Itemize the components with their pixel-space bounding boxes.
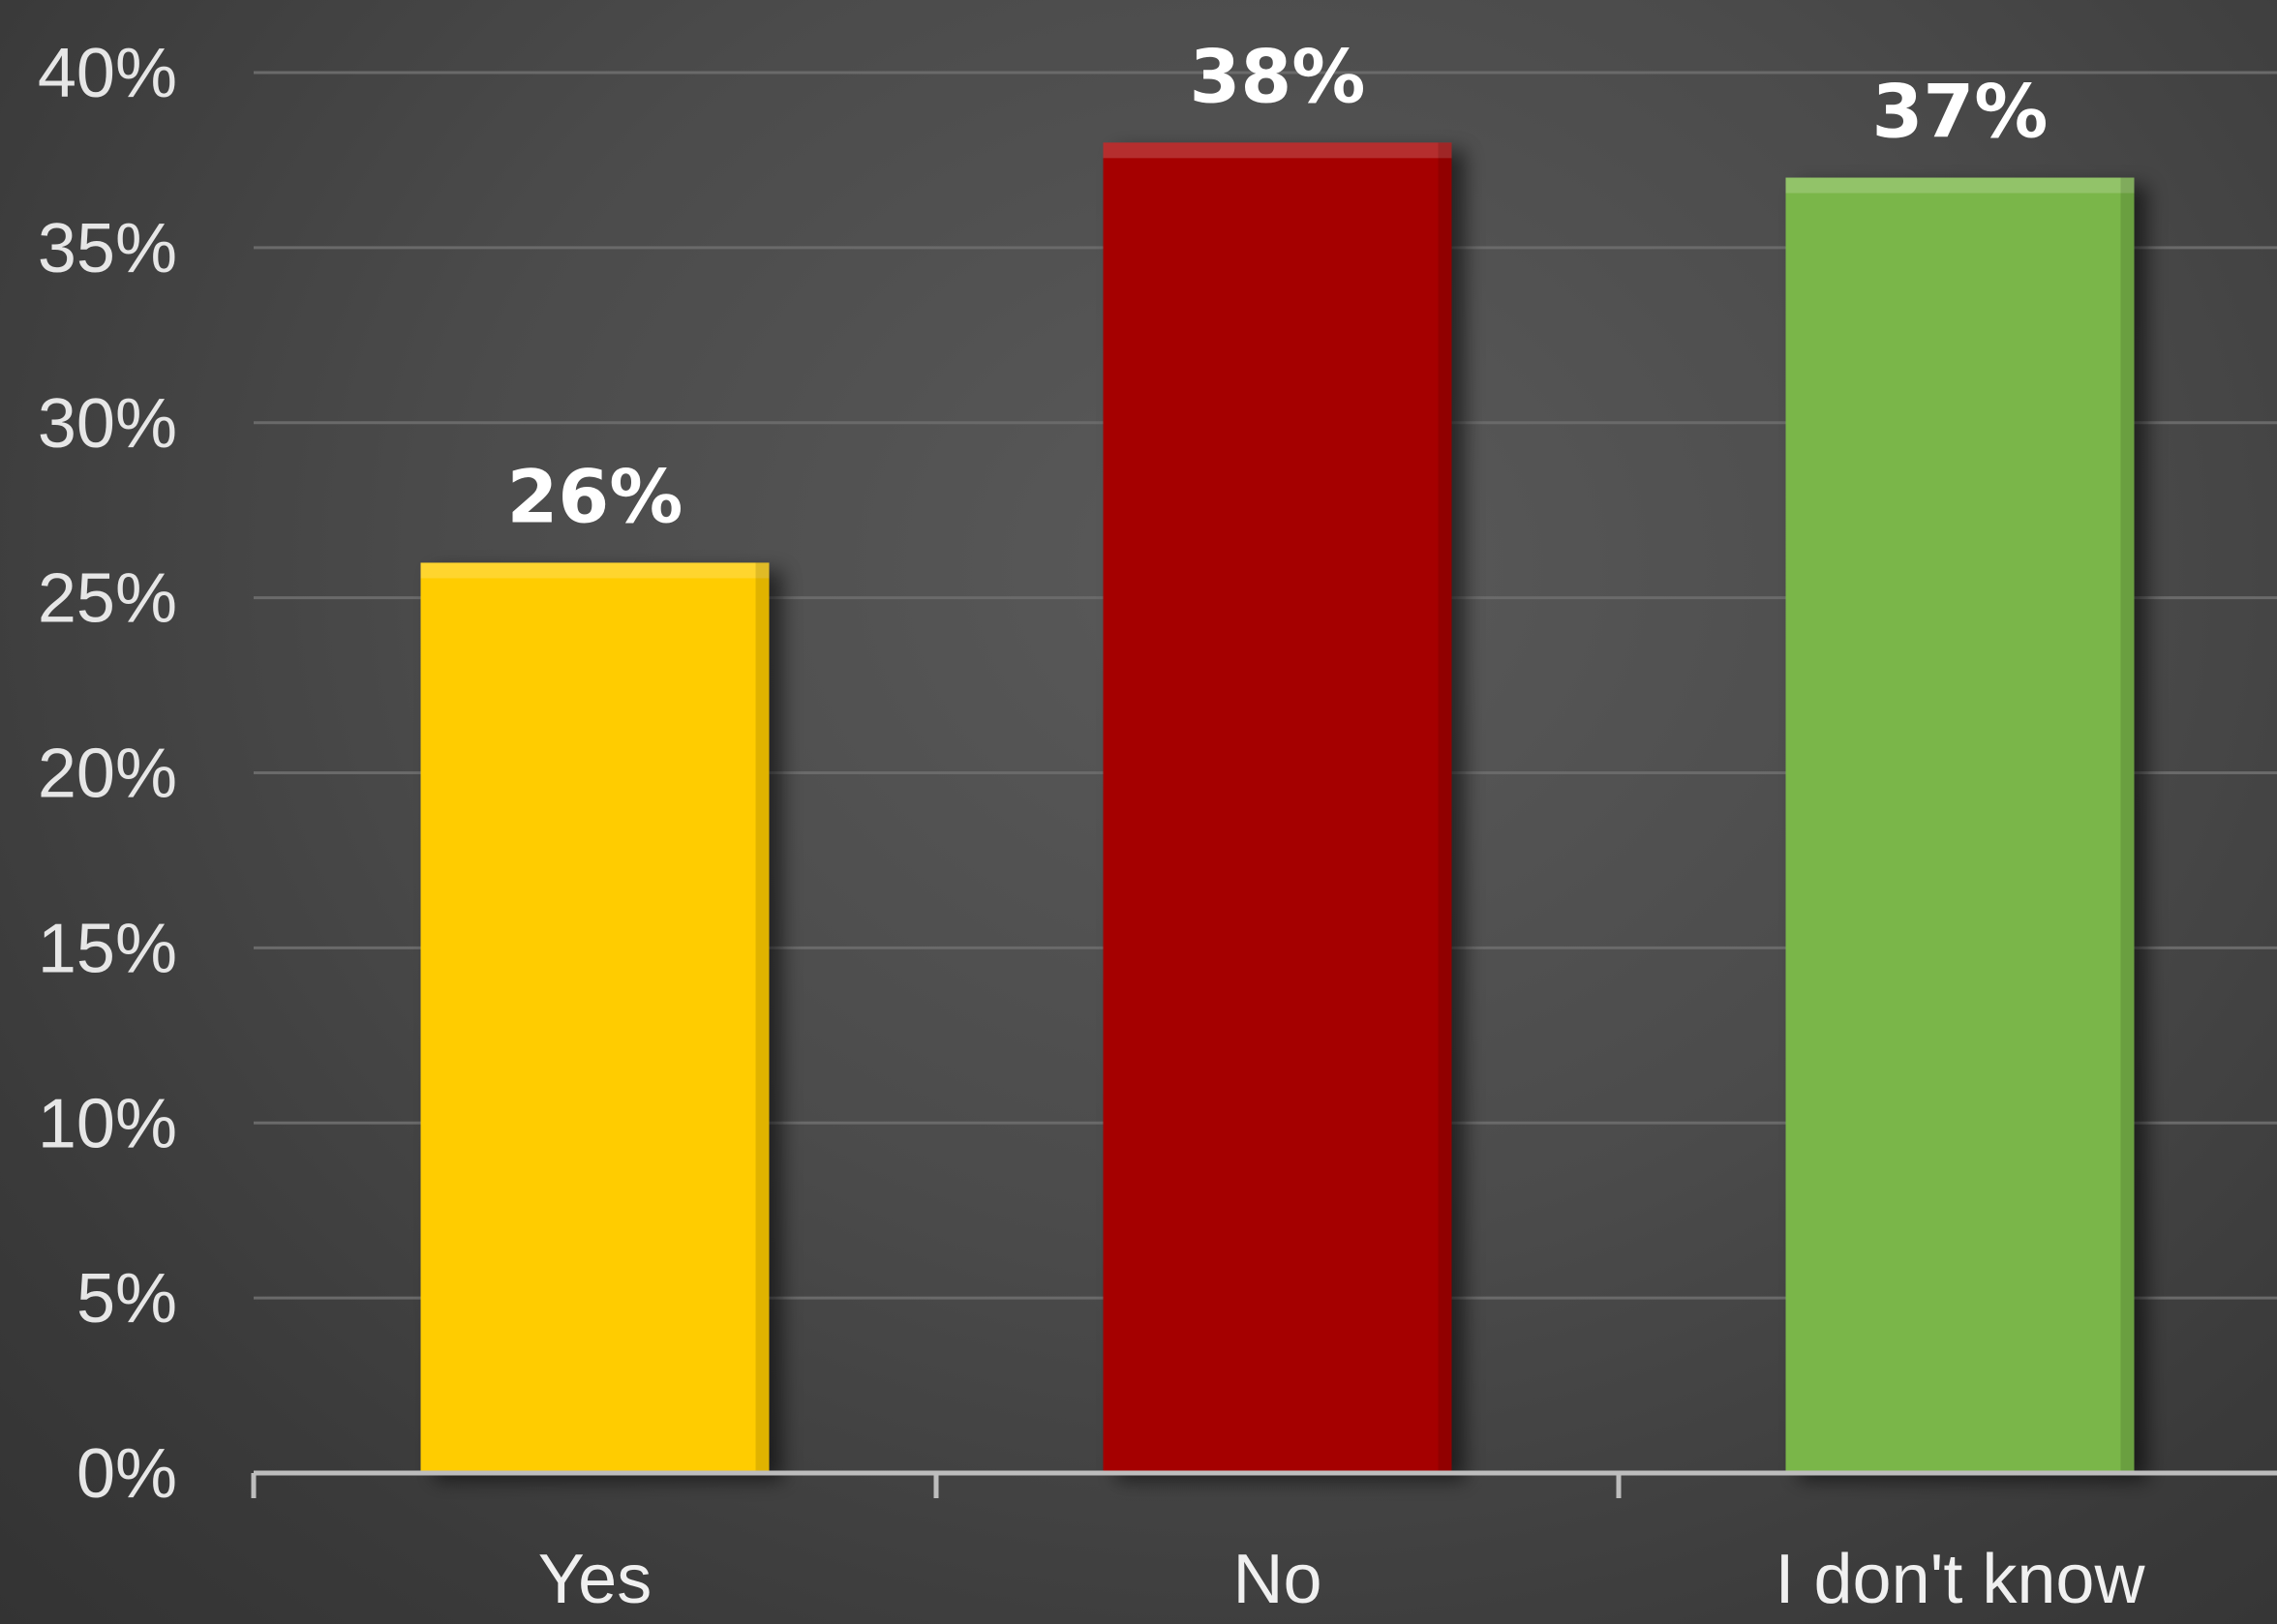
bar-edge-shade	[1438, 142, 1452, 1474]
bar-group	[420, 562, 770, 1473]
data-labels: 26% 38% 37%	[507, 33, 2049, 539]
bar	[420, 562, 770, 1473]
data-label: 37%	[1872, 69, 2049, 155]
y-tick-label: 40%	[38, 35, 177, 112]
bar	[1103, 142, 1452, 1474]
bar	[1785, 177, 2135, 1473]
y-tick-label: 35%	[38, 210, 177, 287]
x-axis-category-labels: Yes No I don't know	[538, 1541, 2146, 1618]
y-tick-label: 5%	[76, 1260, 177, 1338]
bar-highlight	[1103, 142, 1452, 159]
bar-edge-shade	[2120, 177, 2135, 1473]
category-label: No	[1232, 1541, 1321, 1618]
data-label: 38%	[1190, 33, 1366, 119]
bar-group	[1785, 177, 2135, 1473]
y-tick-label: 25%	[38, 560, 177, 638]
data-label: 26%	[507, 453, 683, 539]
category-label: Yes	[538, 1541, 652, 1618]
y-tick-label: 15%	[38, 910, 177, 987]
bar-highlight	[420, 562, 770, 579]
bar-group	[1103, 142, 1452, 1474]
category-label: I don't know	[1776, 1541, 2146, 1618]
bar-highlight	[1785, 177, 2135, 194]
y-tick-label: 30%	[38, 385, 177, 463]
y-axis-tick-labels: 0% 5% 10% 15% 20% 25% 30% 35% 40%	[38, 35, 177, 1513]
bar-edge-shade	[755, 562, 770, 1473]
y-tick-label: 10%	[38, 1085, 177, 1162]
x-axis	[251, 1470, 2277, 1498]
y-tick-label: 20%	[38, 736, 177, 813]
bars	[420, 142, 2135, 1474]
y-tick-label: 0%	[76, 1435, 177, 1513]
